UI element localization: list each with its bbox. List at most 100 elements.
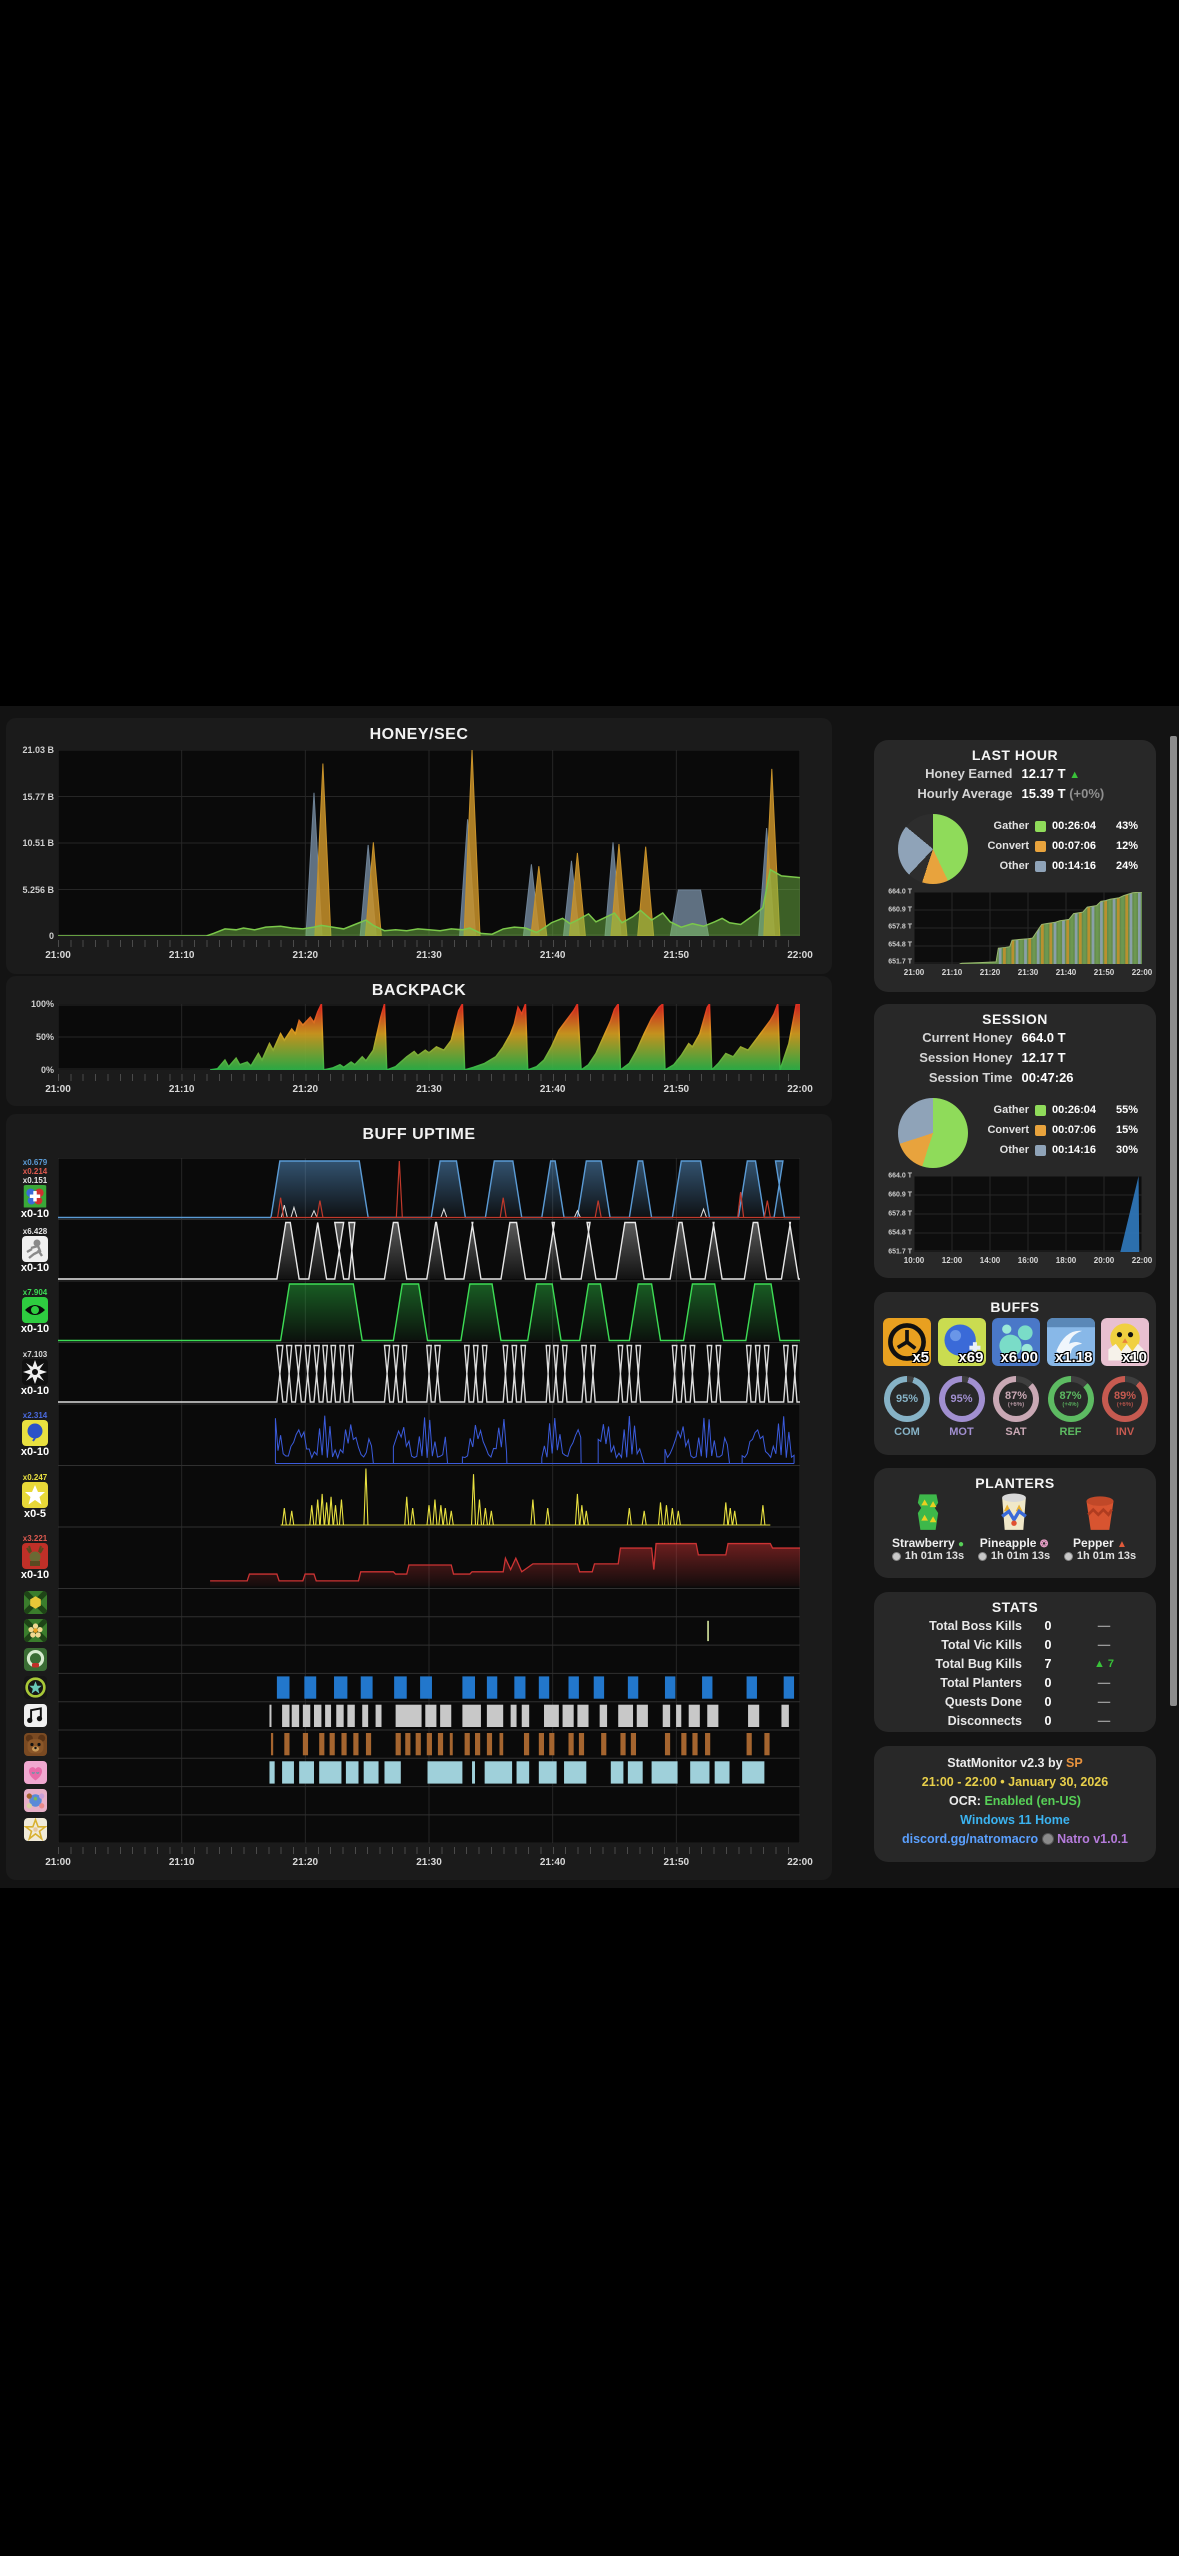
- gauge-label-sat: SAT: [1005, 1426, 1027, 1438]
- buff-row-focus-eye: x7.904 x0-10: [14, 1281, 56, 1343]
- stat-total-planters: Total Planters 0—: [940, 1676, 1111, 1690]
- session-title: SESSION: [982, 1011, 1048, 1027]
- buff-row-field-boost: x0.679 x0.214 x0.151 x0-10: [14, 1158, 56, 1220]
- buff-multiplier-label: x0.151: [22, 1176, 48, 1185]
- strawberry-planter-icon: [917, 1494, 939, 1530]
- planter-swirl-icon: ❂: [1039, 1539, 1049, 1550]
- backpack-chart: [58, 1004, 800, 1070]
- current-honey-label: Current Honey: [922, 1030, 1013, 1045]
- wave-buff-icon: [1046, 1318, 1095, 1366]
- gauge-bonus: (+6%): [1007, 1402, 1025, 1408]
- star-icon: [22, 1481, 48, 1508]
- footer-version-line: StatMonitor v2.3 by SP: [947, 1756, 1083, 1770]
- ring-star-icon: [23, 1676, 47, 1700]
- planter-timer: 1h 01m 13s: [974, 1550, 1054, 1562]
- stopwatch-icon: [1063, 1551, 1073, 1561]
- session-panel: SESSION Current Honey 664.0 T Session Ho…: [874, 1004, 1156, 1278]
- buff-multiplier-label: x6.428: [22, 1226, 48, 1236]
- backpack-card: BACKPACK 100% 50% 0% 21:00 21:10 21:20 21:30 2…: [6, 976, 832, 1106]
- field-boost-icon: [23, 1185, 47, 1208]
- pepper-planter-icon: [1086, 1496, 1114, 1530]
- planters-title: PLANTERS: [975, 1475, 1055, 1491]
- buff-multiplier: x10: [1121, 1349, 1147, 1366]
- footer-ocr-line: OCR: Enabled (en-US): [949, 1794, 1081, 1808]
- buff-multiplier: x69: [958, 1349, 984, 1366]
- honey-per-sec-plot: [58, 750, 800, 936]
- buff-row-haste-bear: x6.428 x0-10: [14, 1220, 56, 1282]
- buff-row-balloon: x2.314 x0-10: [14, 1404, 56, 1466]
- planter-strawberry: Strawberry ● 1h 01m 13s: [888, 1490, 968, 1562]
- footer-panel: StatMonitor v2.3 by SP 21:00 - 22:00 • J…: [874, 1746, 1156, 1862]
- buff-range-label: x0-5: [23, 1507, 47, 1520]
- gauge-sat: 87% (+6%): [993, 1376, 1039, 1422]
- honey-per-sec-title: HONEY/SEC: [369, 726, 469, 743]
- stopwatch-icon: [891, 1551, 901, 1561]
- buff-multiplier-label: x2.314: [22, 1411, 48, 1421]
- session-mini-chart: [914, 1176, 1142, 1252]
- buff-slot-wave-buff: x1.18: [1046, 1318, 1095, 1366]
- buff-uptime-chart: [58, 1158, 800, 1843]
- focus-eye-icon: [22, 1297, 48, 1324]
- buff-multiplier: x6.00: [1000, 1349, 1038, 1366]
- wreath-icon: [23, 1647, 47, 1671]
- other-swatch: [1035, 860, 1046, 872]
- gauge-percent: 95%: [895, 1393, 919, 1405]
- buff-range-label: x0-10: [20, 1323, 50, 1336]
- buff-uptime-title: BUFF UPTIME: [362, 1126, 476, 1143]
- backpack-title: BACKPACK: [371, 982, 467, 999]
- honey-minor-ticks: [58, 940, 800, 947]
- planter-pepper: Pepper ▲ 1h 01m 13s: [1060, 1490, 1140, 1562]
- stat-total-boss-kills: Total Boss Kills 0—: [929, 1619, 1111, 1633]
- gauge-label-com: COM: [894, 1426, 920, 1438]
- gauge-mot: 95%: [938, 1376, 985, 1422]
- blue-sphere-buff-icon: [937, 1318, 986, 1366]
- buff-row-music: [14, 1702, 56, 1730]
- last-hour-mini-chart: [914, 892, 1142, 964]
- legend-other-row: Other 00:14:16 30%: [999, 1144, 1139, 1156]
- buff-multiplier-label: x3.221: [22, 1534, 48, 1544]
- stat-total-vic-kills: Total Vic Kills 0—: [941, 1638, 1111, 1652]
- backpack-plot: [58, 1004, 800, 1070]
- bear-face-icon: [23, 1732, 47, 1756]
- heart-face-icon: [23, 1760, 47, 1784]
- planter-name: Strawberry ●: [891, 1536, 965, 1550]
- legend-gather-row: Gather 00:26:04 55%: [993, 1104, 1139, 1116]
- honey-earned-label: Honey Earned: [925, 766, 1013, 781]
- buff-icon-column: x0.679 x0.214 x0.151 x0-10 x6.428 x0-10 x7.904…: [14, 1158, 56, 1843]
- stopwatch-icon: [977, 1551, 987, 1561]
- buff-multiplier-label: x0.214: [22, 1167, 48, 1176]
- discord-link[interactable]: discord.gg/natromacro: [902, 1832, 1039, 1846]
- buff-multiplier: x1.18: [1054, 1349, 1093, 1366]
- buff-row-star: x0.247 x0-5: [14, 1466, 56, 1528]
- last-hour-legend: Gather 00:26:04 43% Convert 00:07:06 12% Oth…: [978, 816, 1146, 876]
- buffs-title: BUFFS: [990, 1299, 1040, 1315]
- buff-multiplier-label: x7.103: [22, 1349, 48, 1359]
- buff-slot-blue-sphere-buff: x69: [937, 1318, 986, 1366]
- last-hour-pie-chart: [898, 814, 968, 884]
- current-honey-value: 664.0 T: [1021, 1030, 1066, 1045]
- stat-quests-done: Quests Done 0—: [944, 1695, 1111, 1709]
- buff-row-antler-rage: x3.221 x0-10: [14, 1527, 56, 1589]
- gauge-percent: 87%: [1059, 1390, 1082, 1402]
- flower-cross-icon: [23, 1619, 47, 1643]
- honey-per-sec-chart: [58, 750, 800, 936]
- legend-gather-row: Gather 00:26:04 43%: [993, 820, 1139, 832]
- buff-row-wreath: [14, 1645, 56, 1673]
- gauge-label-ref: REF: [1059, 1426, 1082, 1438]
- antler-rage-icon: [22, 1543, 48, 1570]
- buffs-panel: BUFFS x10 x1.18 x6.00 x69 x5 89% (+6%) 87% (+4%…: [874, 1292, 1156, 1455]
- fairy-star-icon: [23, 1817, 47, 1841]
- music-icon: [23, 1704, 47, 1728]
- planter-timer: 1h 01m 13s: [1060, 1550, 1140, 1562]
- balloon-icon: [22, 1420, 48, 1447]
- session-pie-chart: [898, 1098, 968, 1168]
- planter-flame-icon: ▲: [1117, 1539, 1127, 1550]
- legend-convert-row: Convert 00:07:06 15%: [987, 1124, 1139, 1136]
- session-time-value: 00:47:26: [1021, 1070, 1074, 1085]
- stats-title: STATS: [991, 1599, 1039, 1615]
- buff-slot-chick-buff: x10: [1101, 1318, 1149, 1366]
- gauge-percent: 87%: [1004, 1390, 1028, 1402]
- buff-row-fairy-star: [14, 1815, 56, 1843]
